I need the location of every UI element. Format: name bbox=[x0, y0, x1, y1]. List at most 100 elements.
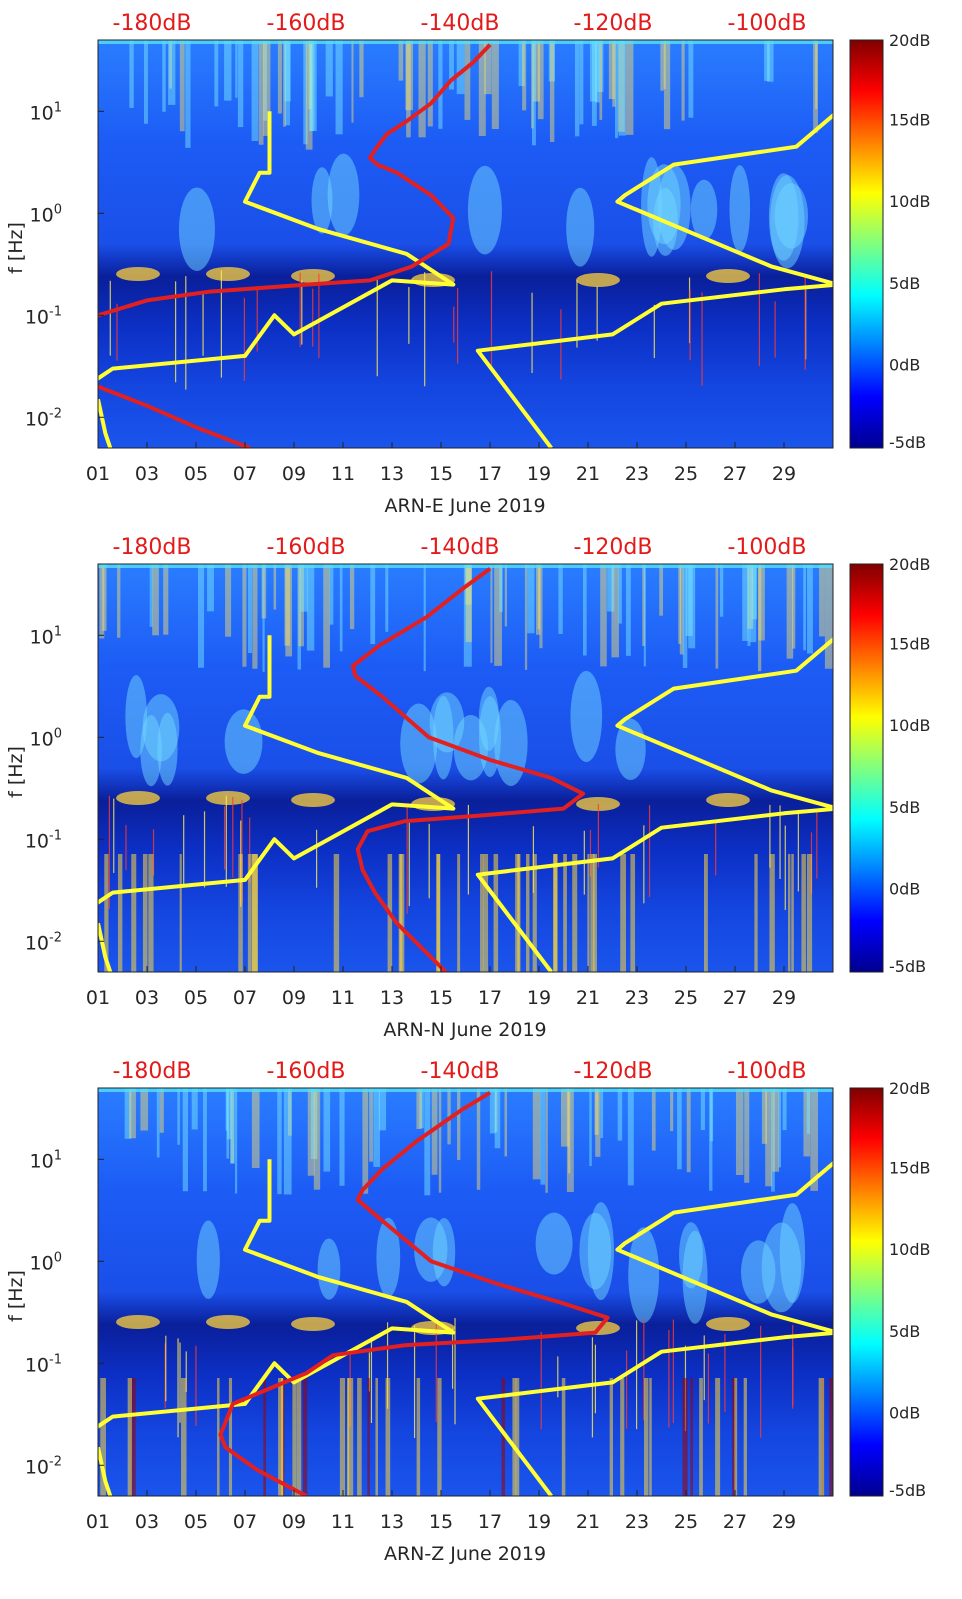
colorbar-label: 15dB bbox=[889, 635, 931, 654]
x-tick-label: 09 bbox=[282, 1511, 306, 1533]
top-db-label: -160dB bbox=[267, 11, 346, 36]
colorbar bbox=[849, 563, 884, 973]
top-db-label: -180dB bbox=[113, 1059, 192, 1084]
colorbar-label: 0dB bbox=[889, 1403, 920, 1422]
colorbar-label: 0dB bbox=[889, 879, 920, 898]
x-tick-label: 27 bbox=[723, 1511, 747, 1533]
top-db-label: -180dB bbox=[113, 11, 192, 36]
y-tick-label: 101 bbox=[30, 624, 62, 648]
x-tick-label: 09 bbox=[282, 987, 306, 1009]
top-db-label: -100dB bbox=[728, 11, 807, 36]
y-axis-label: f [Hz] bbox=[5, 222, 27, 274]
x-tick-label: 27 bbox=[723, 987, 747, 1009]
spectrogram-texture bbox=[98, 40, 833, 390]
noise-model-curves bbox=[98, 567, 833, 972]
plot-frame bbox=[97, 1087, 834, 1497]
x-tick-label: 25 bbox=[674, 987, 698, 1009]
top-db-label: -140dB bbox=[421, 11, 500, 36]
noise-model-curves bbox=[98, 43, 833, 448]
colorbar-label: -5dB bbox=[889, 433, 926, 452]
colorbar-label: -5dB bbox=[889, 957, 926, 976]
spectrogram-panel-0: 101 100 10-1 10-2 f [Hz] 01 03 05 07 09 11 13 15 17 19… bbox=[5, 11, 931, 517]
colorbar-label: 5dB bbox=[889, 1322, 920, 1341]
y-tick-label: 10-1 bbox=[25, 1352, 62, 1376]
x-tick-label: 29 bbox=[772, 1511, 796, 1533]
y-tick-label: 10-1 bbox=[25, 828, 62, 852]
x-tick-label: 25 bbox=[674, 463, 698, 485]
x-tick-label: 03 bbox=[135, 1511, 159, 1533]
y-tick-label: 10-2 bbox=[25, 406, 62, 430]
x-tick-label: 13 bbox=[380, 1511, 404, 1533]
colorbar-label: 0dB bbox=[889, 355, 920, 374]
x-tick-label: 17 bbox=[478, 1511, 502, 1533]
plot-frame bbox=[97, 563, 834, 973]
colorbar bbox=[849, 1087, 884, 1497]
spectrogram-background bbox=[98, 40, 833, 448]
noise-model-curves bbox=[98, 1090, 833, 1496]
spectrogram-panel-2: 101 100 10-1 10-2 f [Hz] 01 03 05 07 09 11 13 15 17 19… bbox=[5, 1059, 931, 1565]
x-tick-label: 13 bbox=[380, 463, 404, 485]
x-tick-label: 21 bbox=[576, 1511, 600, 1533]
plot-frame bbox=[97, 39, 834, 449]
x-tick-label: 01 bbox=[86, 987, 110, 1009]
x-tick-label: 15 bbox=[429, 987, 453, 1009]
curve-2 bbox=[475, 1160, 833, 1496]
top-db-label: -160dB bbox=[267, 1059, 346, 1084]
x-tick-label: 23 bbox=[625, 987, 649, 1009]
x-tick-label: 23 bbox=[625, 463, 649, 485]
x-tick-label: 17 bbox=[478, 987, 502, 1009]
top-db-label: -160dB bbox=[267, 535, 346, 560]
colorbar-label: 5dB bbox=[889, 274, 920, 293]
top-db-label: -120dB bbox=[574, 1059, 653, 1084]
x-tick-label: 19 bbox=[527, 463, 551, 485]
x-tick-label: 07 bbox=[233, 987, 257, 1009]
curve-1 bbox=[98, 398, 113, 448]
colorbar-label: 10dB bbox=[889, 1240, 931, 1259]
spectrogram-texture bbox=[98, 564, 833, 972]
curve-3 bbox=[350, 567, 586, 972]
colorbar-label: 5dB bbox=[889, 798, 920, 817]
x-tick-label: 01 bbox=[86, 463, 110, 485]
curve-1 bbox=[98, 1446, 113, 1496]
x-tick-label: 01 bbox=[86, 1511, 110, 1533]
x-axis-label: ARN-Z June 2019 bbox=[384, 1543, 546, 1565]
x-tick-label: 03 bbox=[135, 463, 159, 485]
colorbar-label: 10dB bbox=[889, 192, 931, 211]
x-tick-label: 13 bbox=[380, 987, 404, 1009]
y-axis-label: f [Hz] bbox=[5, 1270, 27, 1322]
curve-3 bbox=[98, 43, 492, 318]
colorbar-label: 20dB bbox=[889, 31, 931, 50]
x-tick-label: 11 bbox=[331, 1511, 355, 1533]
colorbar-label: 20dB bbox=[889, 555, 931, 574]
colorbar bbox=[849, 39, 884, 449]
x-tick-label: 11 bbox=[331, 463, 355, 485]
y-tick-label: 100 bbox=[30, 726, 62, 750]
curve-2 bbox=[475, 636, 833, 972]
y-tick-label: 100 bbox=[30, 1250, 62, 1274]
curve-2 bbox=[475, 112, 833, 448]
x-tick-label: 21 bbox=[576, 987, 600, 1009]
x-tick-label: 03 bbox=[135, 987, 159, 1009]
x-tick-label: 19 bbox=[527, 987, 551, 1009]
y-tick-label: 101 bbox=[30, 1148, 62, 1172]
y-tick-label: 101 bbox=[30, 100, 62, 124]
top-db-label: -140dB bbox=[421, 535, 500, 560]
curve-0 bbox=[98, 635, 456, 905]
curve-1 bbox=[98, 922, 113, 972]
x-tick-label: 15 bbox=[429, 463, 453, 485]
x-tick-label: 09 bbox=[282, 463, 306, 485]
colorbar-label: 20dB bbox=[889, 1079, 931, 1098]
x-tick-label: 19 bbox=[527, 1511, 551, 1533]
y-tick-label: 100 bbox=[30, 202, 62, 226]
curve-4 bbox=[98, 384, 251, 448]
y-tick-label: 10-1 bbox=[25, 304, 62, 328]
x-axis-label: ARN-N June 2019 bbox=[383, 1019, 546, 1041]
colorbar-label: 15dB bbox=[889, 111, 931, 130]
top-db-label: -180dB bbox=[113, 535, 192, 560]
top-db-label: -100dB bbox=[728, 535, 807, 560]
spectrogram-background bbox=[98, 1088, 833, 1496]
top-db-label: -120dB bbox=[574, 11, 653, 36]
x-tick-label: 29 bbox=[772, 463, 796, 485]
curve-3 bbox=[218, 1090, 610, 1496]
